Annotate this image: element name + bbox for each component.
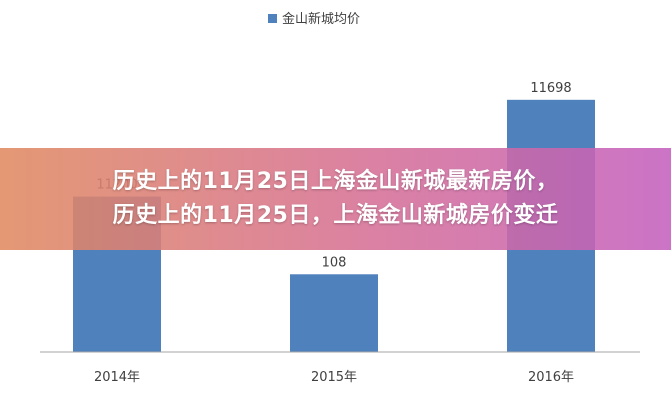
legend: 金山新城均价 [268, 11, 360, 27]
legend-swatch [268, 14, 277, 23]
data-label-2: 108 [322, 255, 347, 270]
x-tick-label-3: 2016年 [528, 370, 574, 385]
x-tick-label-2: 2015年 [311, 370, 357, 385]
title-banner: 历史上的11月25日上海金山新城最新房价， 历史上的11月25日，上海金山新城房… [0, 148, 671, 250]
banner-title-line-1: 历史上的11月25日上海金山新城最新房价， [112, 169, 559, 194]
bar-2 [290, 274, 378, 352]
banner-title-line-2: 历史上的11月25日，上海金山新城房价变迁 [112, 203, 559, 228]
data-label-3: 11698 [530, 81, 571, 96]
x-tick-labels: 2014年 2015年 2016年 [94, 370, 574, 385]
legend-label: 金山新城均价 [282, 11, 360, 27]
x-tick-label-1: 2014年 [94, 370, 140, 385]
